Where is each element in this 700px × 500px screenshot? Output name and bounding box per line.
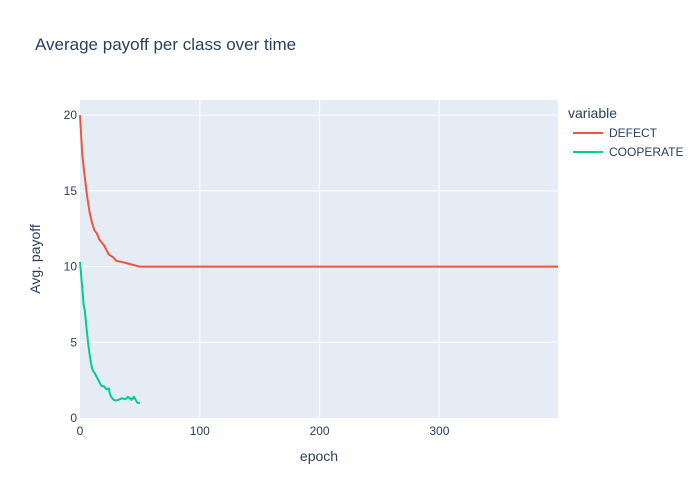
y-axis-title: Avg. payoff: [27, 224, 43, 294]
legend-item-defect[interactable]: DEFECT: [609, 126, 658, 140]
x-tick-label: 0: [77, 424, 84, 438]
plot-area: [80, 100, 558, 418]
y-tick-label: 10: [64, 260, 78, 274]
y-tick-label: 0: [70, 411, 77, 425]
x-tick-label: 100: [190, 424, 210, 438]
x-axis-title: epoch: [300, 448, 338, 464]
x-tick-label: 200: [310, 424, 330, 438]
x-axis-ticks: 0 100 200 300: [77, 424, 450, 438]
y-tick-label: 15: [64, 184, 78, 198]
chart-title: Average payoff per class over time: [35, 35, 296, 54]
series-lines: [79, 115, 558, 404]
legend-item-cooperate[interactable]: COOPERATE: [609, 145, 683, 159]
legend: variable DEFECT COOPERATE: [568, 105, 683, 159]
y-axis-ticks: 0 5 10 15 20: [64, 108, 78, 425]
y-tick-label: 5: [70, 335, 77, 349]
y-tick-label: 20: [64, 108, 78, 122]
series-line-cooperate: [79, 261, 140, 404]
series-line-defect: [79, 115, 558, 268]
x-tick-label: 300: [429, 424, 449, 438]
legend-title: variable: [568, 105, 617, 121]
